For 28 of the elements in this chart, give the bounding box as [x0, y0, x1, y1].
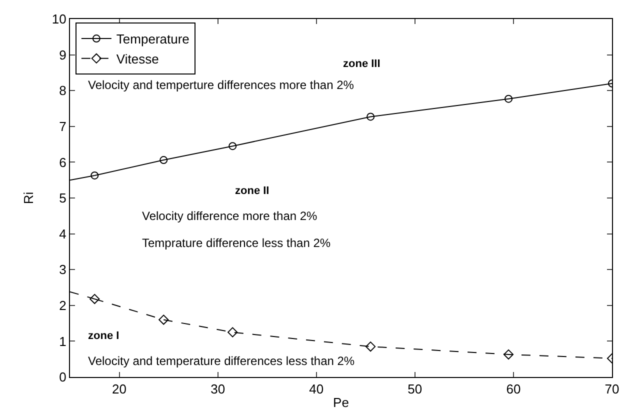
y-tick-label: 3 — [59, 262, 66, 278]
annotation: Velocity difference more than 2% — [142, 209, 318, 223]
legend-label: Vitesse — [116, 52, 159, 66]
legend-label: Temperature — [116, 32, 190, 47]
x-tick-label: 20 — [112, 382, 127, 397]
y-axis-title: Ri — [20, 192, 36, 204]
x-tick-label: 70 — [604, 382, 620, 397]
y-tick-label: 1 — [59, 334, 66, 349]
x-tick-label: 40 — [309, 382, 324, 397]
y-tick-label: 2 — [59, 298, 66, 313]
annotation: Velocity and temperature differences less than 2% — [88, 354, 355, 368]
annotation: zone I — [88, 330, 120, 342]
x-axis-title: Pe — [333, 395, 349, 410]
annotation: zone III — [343, 58, 380, 70]
y-tick-label: 8 — [59, 83, 66, 98]
x-tick-label: 60 — [506, 382, 521, 397]
y-tick-label: 4 — [59, 226, 66, 242]
y-tick-label: 5 — [59, 190, 66, 206]
y-tick-label: 10 — [52, 12, 66, 27]
x-tick-label: 30 — [210, 382, 226, 397]
y-tick-label: 0 — [59, 370, 66, 385]
annotation: Temprature difference less than 2% — [142, 236, 331, 250]
annotation: zone II — [235, 185, 270, 197]
y-tick-label: 6 — [59, 154, 66, 170]
y-tick-label: 9 — [59, 47, 66, 62]
annotation: Velocity and temperture differences more than 2% — [88, 78, 354, 92]
y-tick-label: 7 — [59, 118, 66, 134]
x-tick-label: 50 — [408, 382, 422, 397]
